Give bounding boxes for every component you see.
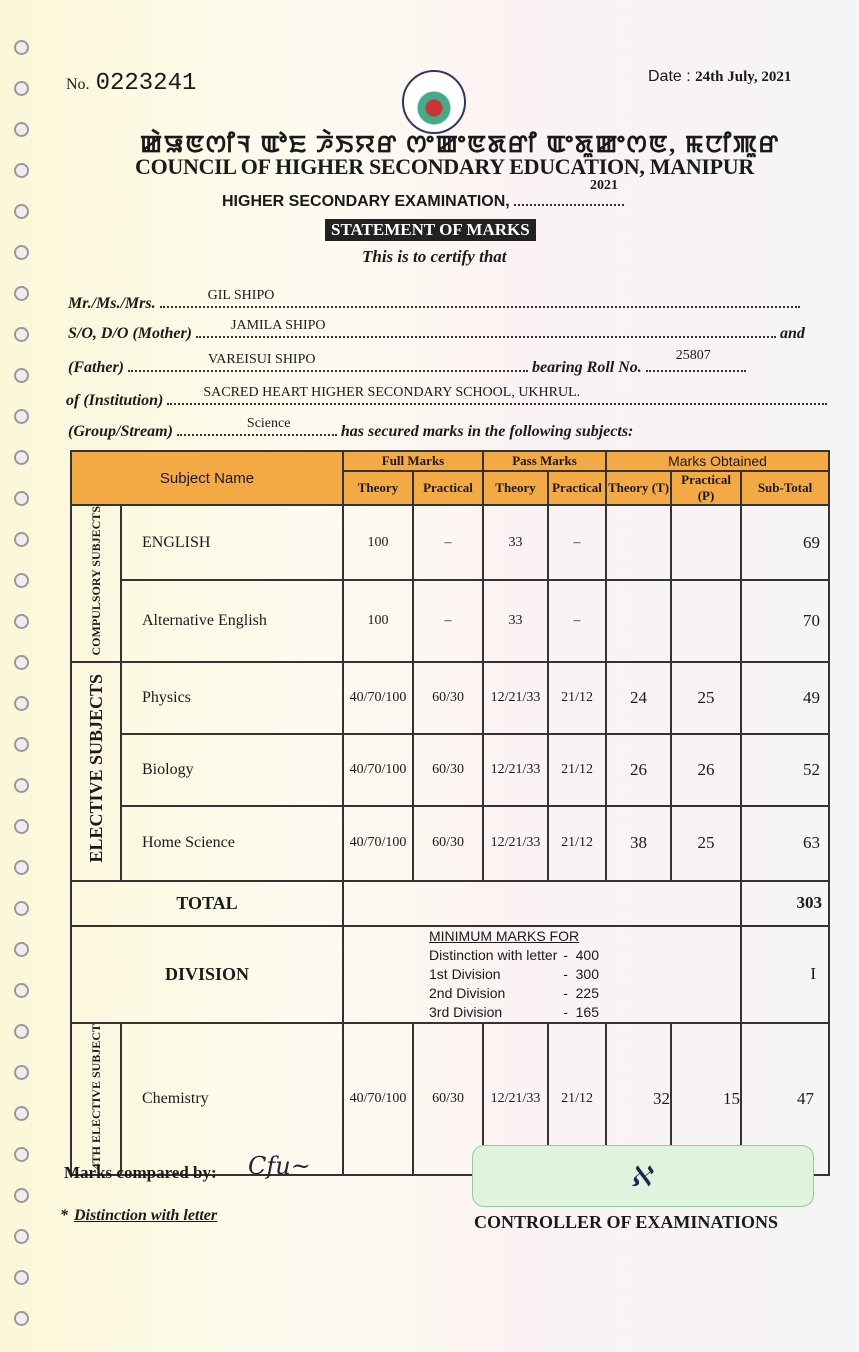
issue-date: Date : 24th July, 2021 [648, 68, 792, 85]
obtained-practical: 25 [670, 804, 743, 882]
council-emblem-logo [402, 70, 466, 134]
header-marks-obtained: Marks Obtained [605, 450, 831, 472]
division-value: I [740, 924, 831, 1024]
minimum-marks-item: 3rd Division - 165 [429, 1003, 599, 1020]
full-practical: 60/30 [411, 1021, 485, 1176]
minimum-marks-item: 1st Division - 300 [429, 965, 599, 982]
stream: Science [246, 416, 291, 431]
certify-text: This is to certify that [362, 247, 507, 266]
full-theory: 40/70/100 [342, 660, 414, 735]
obtained-theory [605, 503, 673, 582]
father-name: VAREISUI SHIPO [208, 352, 316, 367]
controller-signature: ℵ [630, 1162, 651, 1193]
council-title: COUNCIL OF HIGHER SECONDARY EDUCATION, M… [135, 154, 754, 179]
header-pass-marks: Pass Marks [482, 450, 608, 472]
full-practical: – [411, 579, 485, 663]
header-pass-theory: Theory [482, 470, 550, 506]
pass-practical: 21/12 [547, 732, 608, 807]
obtained-practical [670, 503, 743, 582]
table-row: Home Science 40/70/100 60/30 12/21/33 21/12 3… [71, 804, 831, 882]
full-theory: 40/70/100 [342, 732, 414, 807]
subtotal: 70 [740, 579, 831, 663]
header-full-practical: Practical [411, 470, 485, 506]
pass-practical: – [547, 503, 608, 582]
obtained-theory: 26 [605, 732, 673, 807]
fourth-elective-label: 4TH ELECTIVE SUBJECT [88, 1023, 103, 1169]
elective-label: ELECTIVE SUBJECTS [85, 674, 106, 863]
minimum-marks-item: Distinction with letter - 400 [429, 946, 599, 963]
marks-table: Subject Name Full Marks Pass Marks Marks… [70, 450, 831, 1176]
certificate-number: No. 0223241 [66, 70, 197, 97]
institution-line: of (Institution) SACRED HEART HIGHER SEC… [66, 385, 828, 410]
subject-name: ENGLISH [120, 503, 344, 582]
meitei-title: ꯀꯥꯎꯟꯁꯤꯜ ꯑꯣꯐ ꯍꯥꯏꯌꯔ ꯁꯦꯀꯦꯟꯗꯔꯤ ꯑꯦꯗꯨꯀꯦꯁꯟ, ꯃꯅꯤ… [140, 132, 781, 158]
pass-theory: 12/21/33 [482, 804, 550, 882]
controller-title: CONTROLLER OF EXAMINATIONS [474, 1212, 779, 1232]
obtained-practical [670, 579, 743, 663]
table-row: Alternative English 100–33–70 [71, 579, 831, 663]
pass-theory: 33 [482, 503, 550, 582]
pass-practical: – [547, 579, 608, 663]
header-subject-name: Subject Name [70, 450, 344, 506]
subtotal: 63 [740, 804, 831, 882]
pass-practical: 21/12 [547, 804, 608, 882]
controller-seal [472, 1145, 814, 1207]
header-obtained-theory: Theory (T) [605, 470, 673, 506]
binder-holes-left [14, 40, 34, 1352]
header-pass-practical: Practical [547, 470, 608, 506]
distinction-note: * Distinction with letter [60, 1207, 218, 1224]
subtotal: 52 [740, 732, 831, 807]
total-label: TOTAL [70, 879, 344, 927]
subject-name: Chemistry [120, 1021, 344, 1176]
subtotal: 69 [740, 503, 831, 582]
full-practical: – [411, 503, 485, 582]
full-practical: 60/30 [411, 804, 485, 882]
full-practical: 60/30 [411, 660, 485, 735]
subject-name: Home Science [120, 804, 344, 882]
header-full-theory: Theory [342, 470, 414, 506]
full-theory: 40/70/100 [342, 1021, 414, 1176]
pass-practical: 21/12 [547, 660, 608, 735]
pass-theory: 12/21/33 [482, 732, 550, 807]
exam-title: HIGHER SECONDARY EXAMINATION, 2021 [222, 178, 625, 211]
minimum-marks-item: 2nd Division - 225 [429, 984, 599, 1001]
table-row: ELECTIVE SUBJECTS Physics 40/70/100 60/30 12… [70, 660, 831, 882]
stream-line: (Group/Stream) Science has secured marks… [68, 416, 634, 440]
roll-number: 25807 [675, 348, 711, 363]
subject-name: Biology [120, 732, 344, 807]
table-row-fourth-elective: 4TH ELECTIVE SUBJECT Chemistry 40/70/100… [70, 1021, 831, 1176]
header-subtotal: Sub-Total [740, 470, 831, 506]
minimum-marks: MINIMUM MARKS FOR Distinction with lette… [341, 924, 743, 1024]
marks-compared-label: Marks compared by: [64, 1163, 217, 1182]
obtained-practical: 26 [670, 732, 743, 807]
total-value: 303 [740, 879, 831, 927]
full-theory: 100 [342, 503, 414, 582]
mother-line: S/O, D/O (Mother) JAMILA SHIPO and [68, 318, 805, 342]
header-full-marks: Full Marks [341, 450, 485, 472]
full-theory: 40/70/100 [342, 804, 414, 882]
father-line: (Father) VAREISUI SHIPO bearing Roll No.… [68, 348, 746, 377]
division-label: DIVISION [70, 924, 344, 1024]
full-practical: 60/30 [411, 732, 485, 807]
pass-theory: 33 [482, 579, 550, 663]
subject-name: Alternative English [120, 579, 344, 663]
obtained-practical: 25 [670, 660, 743, 735]
mother-name: JAMILA SHIPO [231, 318, 326, 333]
header-obtained-practical: Practical (P) [670, 470, 743, 506]
obtained-theory: 38 [605, 804, 673, 882]
compulsory-label: COMPULSORY SUBJECTS [88, 506, 103, 656]
subject-name: Physics [120, 660, 344, 735]
obtained-theory [605, 579, 673, 663]
institution-name: SACRED HEART HIGHER SECONDARY SCHOOL, UK… [203, 385, 581, 400]
table-row: Biology 40/70/100 60/30 12/21/33 21/12 26 26 52 [71, 732, 831, 807]
candidate-name: GIL SHIPO [207, 288, 275, 303]
obtained-theory: 24 [605, 660, 673, 735]
full-theory: 100 [342, 579, 414, 663]
statement-heading: STATEMENT OF MARKS [325, 219, 536, 241]
comparer-signature: Cfu~ [248, 1152, 311, 1180]
subtotal: 49 [740, 660, 831, 735]
table-row: COMPULSORY SUBJECTS ENGLISH 100–33–69 [70, 503, 831, 663]
pass-theory: 12/21/33 [482, 660, 550, 735]
name-line: Mr./Ms./Mrs. GIL SHIPO [68, 288, 800, 313]
